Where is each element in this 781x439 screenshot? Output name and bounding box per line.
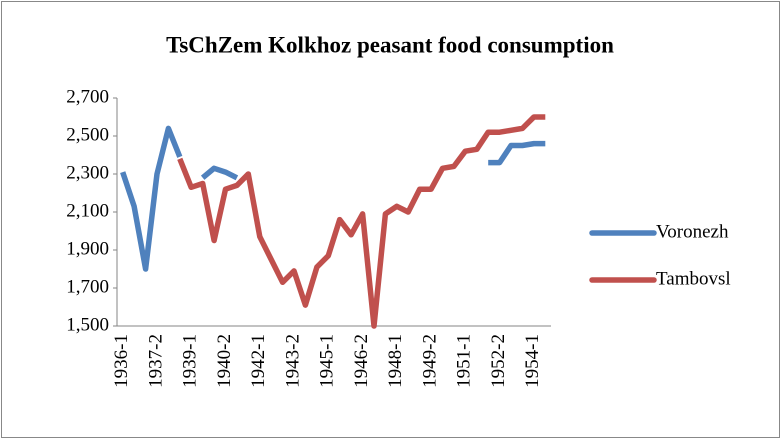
x-tick-label: 1940-2 bbox=[214, 334, 235, 388]
y-tick-label: 2,700 bbox=[66, 86, 109, 107]
x-tick-label: 1943-2 bbox=[282, 334, 303, 388]
x-tick-label: 1954-1 bbox=[522, 334, 543, 388]
y-tick-label: 1,700 bbox=[66, 276, 109, 297]
y-tick-label: 1,900 bbox=[66, 238, 109, 259]
x-tick-label: 1939-1 bbox=[180, 334, 201, 388]
y-tick-label: 1,500 bbox=[66, 314, 109, 335]
x-tick-label: 1946-2 bbox=[351, 334, 372, 388]
x-tick-label: 1948-1 bbox=[385, 334, 406, 388]
x-tick-label: 1949-2 bbox=[419, 334, 440, 388]
series-line bbox=[120, 125, 546, 272]
legend-label: Tambovsl bbox=[656, 268, 731, 289]
y-tick-label: 2,100 bbox=[66, 200, 109, 221]
chart-title: TsChZem Kolkhoz peasant food consumption bbox=[166, 32, 614, 57]
x-tick-label: 1951-1 bbox=[454, 334, 475, 388]
x-tick-label: 1945-1 bbox=[317, 334, 338, 388]
y-tick-label: 2,300 bbox=[66, 162, 109, 183]
series-line bbox=[177, 114, 546, 329]
x-tick-label: 1936-1 bbox=[111, 334, 132, 388]
legend-label: Voronezh bbox=[656, 221, 729, 242]
x-tick-label: 1952-2 bbox=[488, 334, 509, 388]
x-tick-label: 1937-2 bbox=[145, 334, 166, 388]
x-tick-label: 1942-1 bbox=[248, 334, 269, 388]
y-tick-label: 2,500 bbox=[66, 124, 109, 145]
